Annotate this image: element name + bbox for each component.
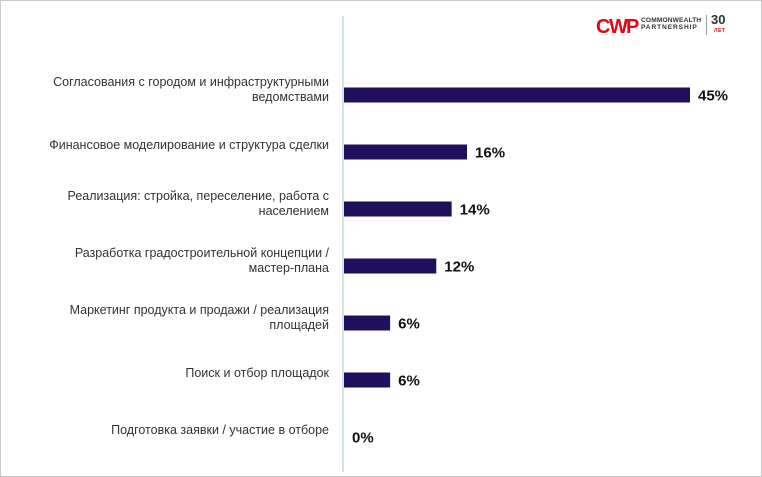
bar (344, 372, 391, 388)
svg-text:P: P (626, 16, 639, 38)
logo-years: 30 (711, 12, 726, 27)
logo-wordmark-line1: COMMONWEALTH (641, 17, 702, 24)
category-label-line: Разработка градостроительной концепции / (75, 246, 330, 260)
bar (344, 315, 391, 331)
bar (344, 201, 452, 217)
bar (344, 144, 468, 160)
category-label: Реализация: стройка, переселение, работа… (68, 189, 329, 218)
category-label-line: населением (259, 204, 329, 218)
category-label: Маркетинг продукта и продажи / реализаци… (70, 303, 329, 332)
category-label-line: площадей (269, 318, 329, 332)
category-label: Разработка градостроительной концепции /… (75, 246, 330, 275)
category-label-line: мастер-плана (249, 261, 329, 275)
value-label: 16% (475, 145, 505, 162)
category-label-line: Подготовка заявки / участие в отборе (111, 423, 329, 437)
category-label-line: Реализация: стройка, переселение, работа… (68, 189, 329, 203)
company-logo: C W P COMMONWEALTH PARTNERSHIP 30 ЛЕТ (596, 12, 746, 40)
value-label: 6% (398, 373, 420, 390)
category-label-line: Маркетинг продукта и продажи / реализаци… (70, 303, 329, 317)
category-label-line: Финансовое моделирование и структура сде… (49, 138, 329, 152)
category-label: Поиск и отбор площадок (185, 366, 329, 380)
svg-text:C: C (596, 16, 610, 38)
category-label-line: ведомствами (252, 90, 329, 104)
logo-divider (706, 15, 707, 35)
category-label-line: Поиск и отбор площадок (185, 366, 329, 380)
value-label: 12% (444, 259, 474, 276)
value-label: 0% (352, 430, 374, 447)
category-label: Финансовое моделирование и структура сде… (49, 138, 329, 152)
category-label: Согласования с городом и инфраструктурны… (53, 75, 329, 104)
value-label: 45% (698, 88, 728, 105)
bar (344, 258, 437, 274)
cwp-logo-mark-icon: C W P (596, 16, 639, 38)
category-label: Подготовка заявки / участие в отборе (111, 423, 329, 437)
category-label-line: Согласования с городом и инфраструктурны… (53, 75, 329, 89)
bar (344, 87, 690, 103)
value-label: 14% (460, 202, 490, 219)
logo-years-sub: ЛЕТ (714, 28, 726, 34)
value-label: 6% (398, 316, 420, 333)
logo-wordmark-line2: PARTNERSHIP (641, 24, 698, 31)
svg-text:W: W (609, 16, 628, 38)
